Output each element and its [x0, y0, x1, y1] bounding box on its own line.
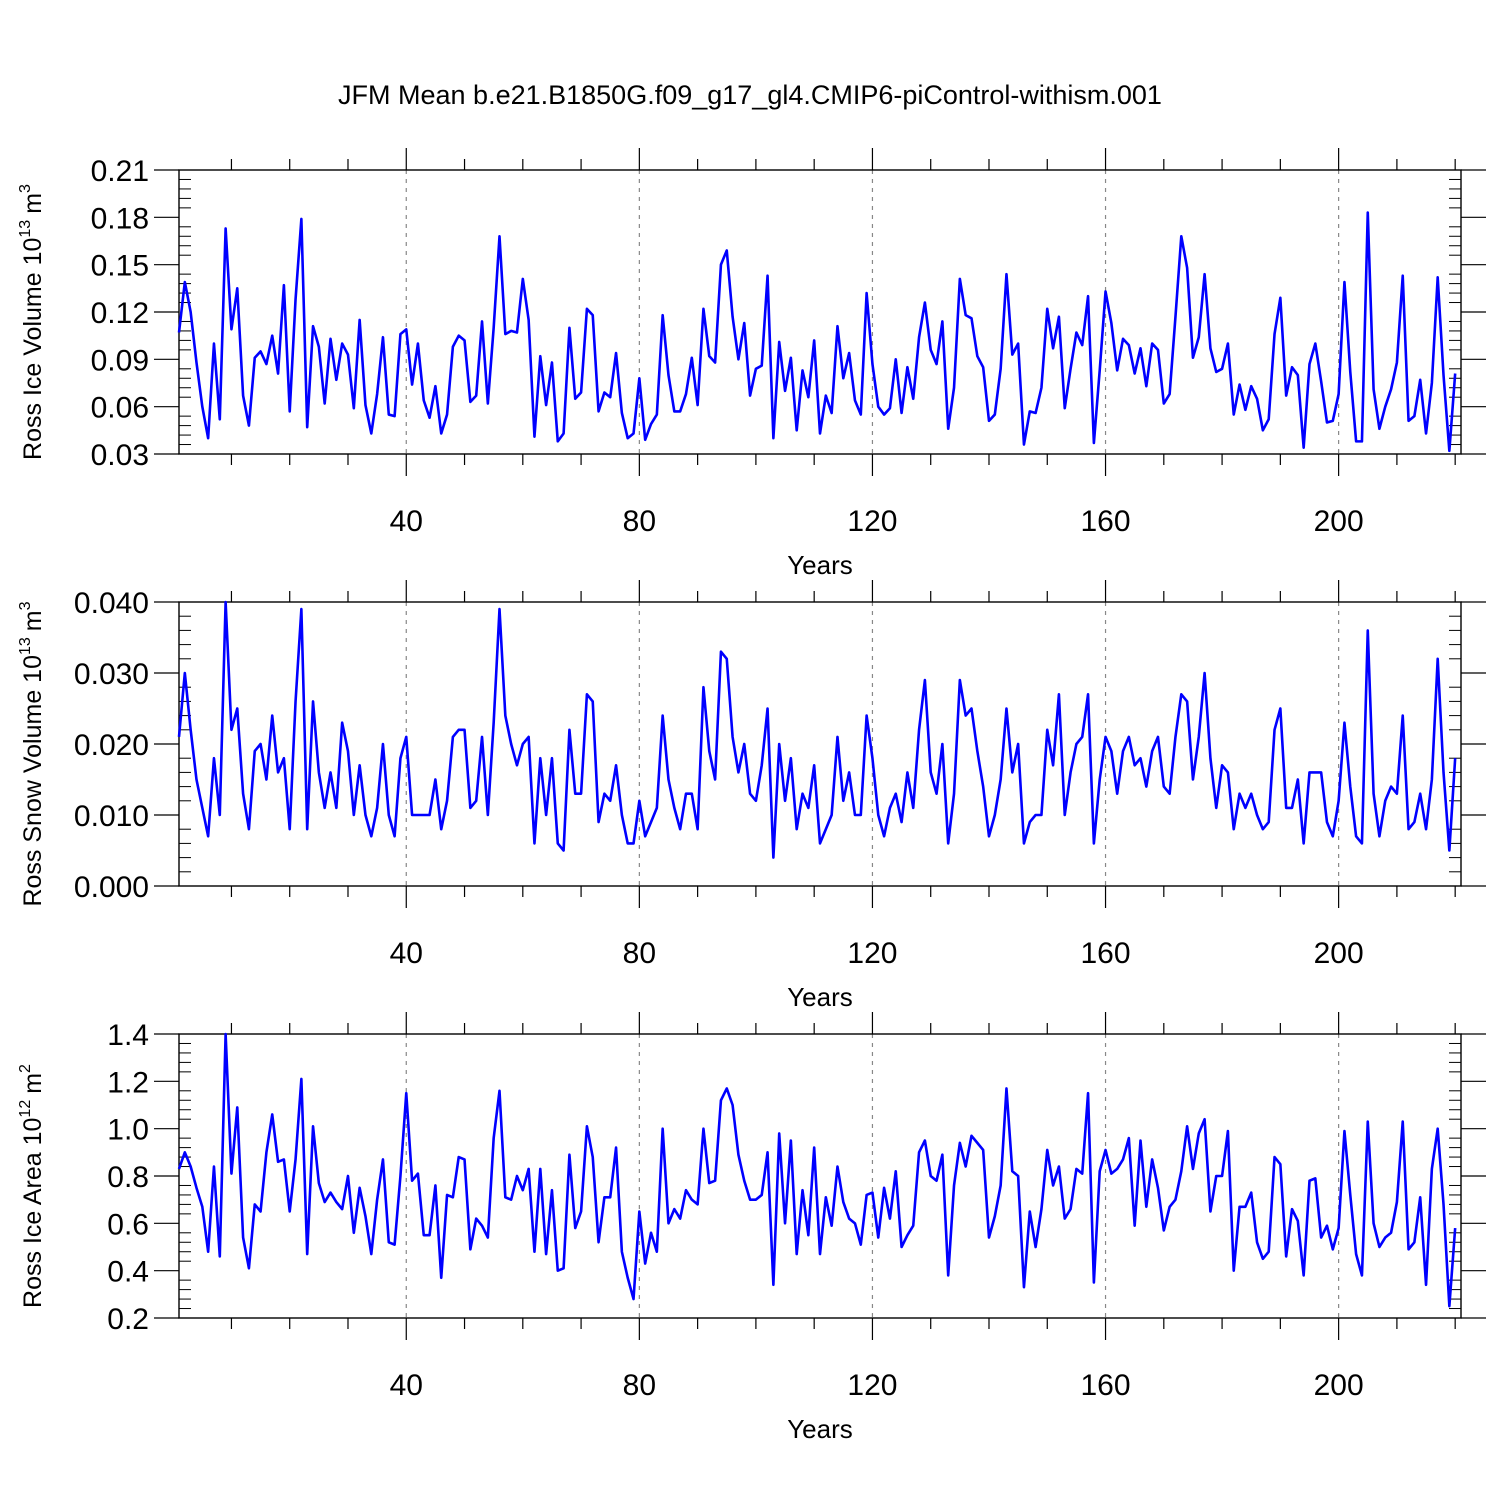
y-tick-label: 0.21 — [91, 155, 149, 188]
series-line — [177, 1032, 1457, 1308]
y-tick-label: 1.2 — [107, 1066, 149, 1099]
series-line — [177, 600, 1457, 859]
y-tick-label: 1.0 — [107, 1114, 149, 1147]
x-axis-label: Years — [787, 1414, 853, 1444]
x-tick-label: 40 — [390, 1369, 423, 1402]
x-tick-label: 40 — [390, 937, 423, 970]
y-tick-label: 0.040 — [74, 587, 149, 620]
y-tick-label: 0.020 — [74, 729, 149, 762]
y-tick-label: 0.03 — [91, 439, 149, 472]
y-tick-label: 0.12 — [91, 297, 149, 330]
x-tick-label: 120 — [847, 505, 897, 538]
y-axis-label: Ross Ice Volume 1013m3 — [17, 184, 47, 460]
x-axis-label: Years — [787, 982, 853, 1012]
panel-ice-volume: 0.03 0.06 0.09 0.12 0.15 0.18 0.21 40 80 120 160 20… — [17, 148, 1486, 580]
y-tick-label: 1.4 — [107, 1019, 149, 1052]
y-tick-label: 0.09 — [91, 344, 149, 377]
y-tick-label: 0.8 — [107, 1161, 149, 1194]
y-tick-label: 0.4 — [107, 1256, 149, 1289]
x-tick-label: 160 — [1081, 1369, 1131, 1402]
y-tick-label: 0.06 — [91, 392, 149, 425]
x-tick-label: 200 — [1314, 937, 1364, 970]
x-tick-label: 80 — [623, 505, 656, 538]
x-axis-label: Years — [787, 550, 853, 580]
y-tick-label: 0.000 — [74, 871, 149, 904]
x-tick-label: 200 — [1314, 1369, 1364, 1402]
y-tick-label: 0.030 — [74, 658, 149, 691]
figure-title: JFM Mean b.e21.B1850G.f09_g17_gl4.CMIP6-… — [338, 80, 1162, 110]
x-tick-label: 120 — [847, 937, 897, 970]
x-tick-label: 160 — [1081, 505, 1131, 538]
y-tick-label: 0.6 — [107, 1208, 149, 1241]
x-tick-label: 40 — [390, 505, 423, 538]
y-tick-label: 0.2 — [107, 1303, 149, 1336]
x-tick-label: 160 — [1081, 937, 1131, 970]
y-tick-label: 0.18 — [91, 202, 149, 235]
y-axis-label: Ross Ice Area 1012m2 — [17, 1064, 47, 1308]
y-axis-label: Ross Snow Volume 1013m3 — [17, 601, 47, 906]
y-tick-label: 0.010 — [74, 800, 149, 833]
panel-ice-area: 0.2 0.4 0.6 0.8 1.0 1.2 1.4 40 80 120 160 200 Years R… — [17, 1012, 1486, 1444]
panel-snow-volume: 0.000 0.010 0.020 0.030 0.040 40 80 120 160 200 Ye… — [17, 580, 1486, 1012]
series-line — [177, 211, 1457, 453]
x-tick-label: 120 — [847, 1369, 897, 1402]
x-tick-label: 200 — [1314, 505, 1364, 538]
plot-frame — [178, 1033, 1462, 1319]
x-tick-label: 80 — [623, 1369, 656, 1402]
y-tick-label: 0.15 — [91, 250, 149, 283]
x-tick-label: 80 — [623, 937, 656, 970]
